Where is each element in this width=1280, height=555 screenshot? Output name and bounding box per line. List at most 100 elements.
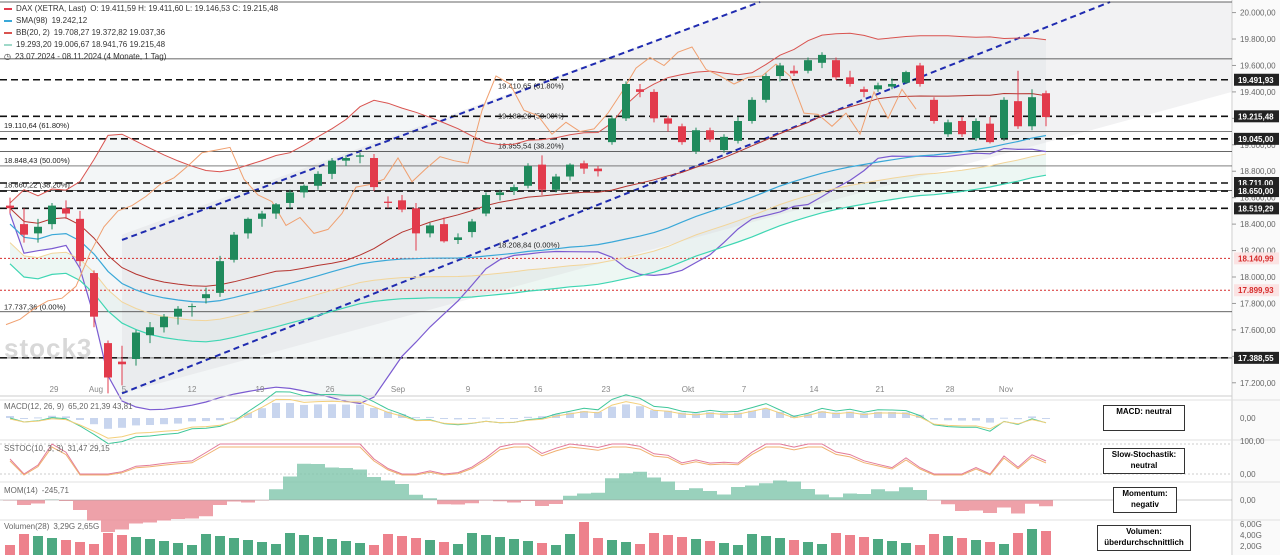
candle-body	[20, 224, 28, 235]
candle-body	[986, 123, 994, 143]
x-tick-label: Sep	[391, 385, 406, 394]
price-label-text: 18.519,29	[1238, 204, 1274, 213]
candle-body	[1042, 93, 1050, 118]
momentum-bar	[1011, 500, 1025, 514]
momentum-bar	[605, 478, 619, 500]
candle-body	[118, 361, 126, 365]
volume-bar	[89, 544, 99, 555]
volume-bar	[929, 534, 939, 555]
macd-histogram-bar	[356, 404, 364, 418]
macd-histogram-bar	[132, 418, 140, 426]
clock-icon: ◷	[4, 52, 11, 61]
indicator-name: Volumen(28)	[4, 522, 50, 531]
volume-bar	[467, 533, 477, 555]
momentum-bar	[661, 481, 675, 500]
price-label-box	[1234, 252, 1279, 265]
y-tick-label: 17.200,00	[1240, 379, 1276, 388]
y-tick-label: 17.800,00	[1240, 299, 1276, 308]
volume-bar	[803, 542, 813, 555]
volume-bar	[341, 541, 351, 555]
y-tick-label: 17.600,00	[1240, 326, 1276, 335]
macd-histogram-bar	[1000, 417, 1008, 419]
momentum-bar	[591, 492, 605, 500]
macd-histogram-bar	[608, 406, 616, 418]
volume-bar	[411, 538, 421, 555]
legend-row-sma: SMA(98) 19.242,12	[4, 15, 278, 27]
y-tick-label: 19.400,00	[1240, 88, 1276, 97]
volume-bar	[103, 533, 113, 555]
x-tick-label: 9	[466, 385, 471, 394]
volume-bar	[775, 538, 785, 555]
candle-body	[790, 70, 798, 74]
momentum-bar	[311, 464, 325, 500]
volume-bar	[579, 522, 589, 555]
momentum-bar	[185, 500, 199, 519]
candle-body	[216, 261, 224, 293]
macd-histogram-bar	[286, 403, 294, 418]
stoch-axis-label-top: 100,00	[1240, 437, 1265, 446]
momentum-bar	[619, 473, 633, 500]
mom-legend: MOM(14) -245,71	[4, 486, 69, 495]
volume-bar	[33, 536, 43, 555]
momentum-bar	[801, 489, 815, 500]
momentum-bar	[759, 483, 773, 500]
macd-histogram-bar	[664, 410, 672, 418]
volume-bar	[1041, 531, 1051, 555]
momentum-bar	[507, 500, 521, 503]
macd-histogram-bar	[818, 411, 826, 418]
macd-histogram-bar	[524, 416, 532, 418]
candle-body	[370, 158, 378, 188]
candle-body	[48, 205, 56, 225]
macd-histogram-bar	[34, 417, 42, 419]
price-label-text: 17.388,55	[1238, 354, 1274, 363]
price-label-box	[1234, 351, 1279, 364]
x-tick-label: 21	[876, 385, 885, 394]
momentum-bar	[423, 498, 437, 500]
macd-histogram-bar	[944, 418, 952, 421]
stoch-k-line	[9, 443, 1047, 475]
channel-upper-line	[121, 1, 761, 241]
macd-histogram-bar	[258, 408, 266, 418]
volume-bar	[229, 538, 239, 555]
candle-body	[1014, 101, 1022, 127]
macd-histogram-bar	[20, 418, 28, 419]
macd-histogram-bar	[272, 402, 280, 418]
stoch-d-line	[9, 446, 1047, 476]
momentum-bar	[703, 491, 717, 500]
momentum-bar	[941, 500, 955, 505]
trend-channel	[122, 2, 1232, 394]
legend-swatch	[4, 20, 12, 22]
volume-bar	[5, 545, 15, 555]
candle-body	[734, 120, 742, 141]
macd-histogram-bar	[916, 414, 924, 418]
x-tick-label: Nov	[999, 385, 1013, 394]
momentum-bar	[885, 491, 899, 500]
candle-body	[874, 85, 882, 90]
volume-bar	[327, 539, 337, 555]
macd-histogram-bar	[440, 418, 448, 419]
price-label-text: 19.045,00	[1238, 135, 1274, 144]
price-label-box	[1234, 110, 1279, 123]
candle-body	[720, 136, 728, 151]
volume-bar	[705, 541, 715, 555]
momentum-bar	[367, 477, 381, 500]
candle-body	[454, 237, 462, 240]
momentum-bar	[1039, 500, 1053, 507]
momentum-bar	[955, 500, 969, 511]
momentum-bar	[353, 469, 367, 500]
macd-histogram-bar	[146, 418, 154, 425]
volume-bar	[985, 542, 995, 555]
bollinger-upper-line	[9, 32, 1047, 204]
candle-body	[538, 164, 546, 190]
sstoc-verdict-box: Slow-Stochastik: neutral	[1103, 448, 1185, 474]
volume-bar	[481, 535, 491, 555]
price-label-box	[1234, 185, 1279, 198]
momentum-bar	[213, 500, 227, 505]
macd-histogram-bar	[118, 418, 126, 428]
candle-body	[510, 187, 518, 192]
x-tick-label: 19	[256, 385, 265, 394]
momentum-bar	[325, 467, 339, 500]
momentum-bar	[73, 500, 87, 510]
macd-histogram-bar	[748, 410, 756, 418]
candle-body	[62, 208, 70, 214]
